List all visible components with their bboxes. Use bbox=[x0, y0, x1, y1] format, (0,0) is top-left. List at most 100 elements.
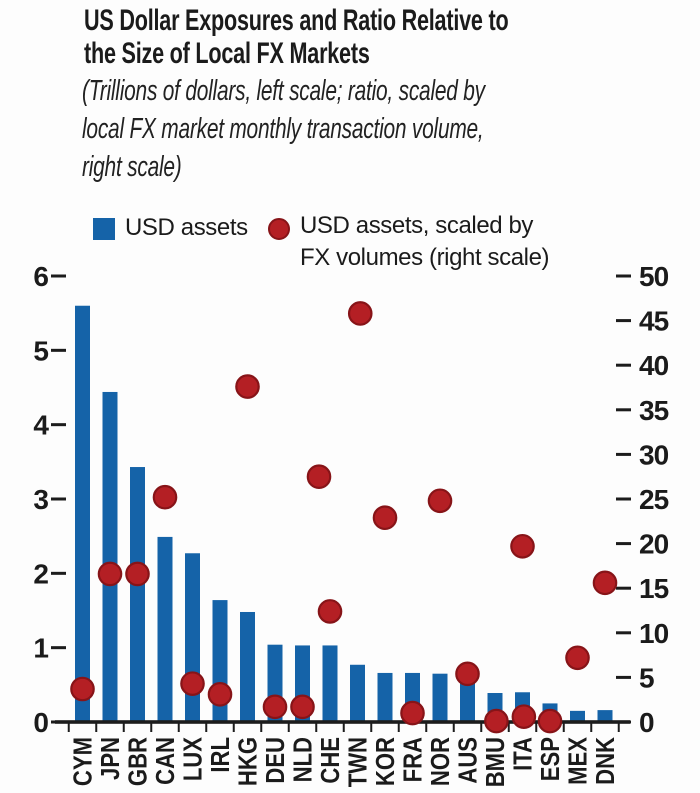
chart-subtitle: (Trillions of dollars, left scale; ratio… bbox=[82, 72, 700, 186]
right-axis-label: 45 bbox=[639, 306, 669, 337]
x-axis-tick bbox=[370, 722, 373, 732]
x-axis-tick bbox=[205, 722, 208, 732]
x-axis-tick bbox=[480, 722, 483, 732]
right-axis-label: 40 bbox=[639, 350, 669, 381]
dot bbox=[235, 374, 260, 399]
left-axis-label: 3 bbox=[33, 484, 48, 515]
dot bbox=[510, 533, 535, 559]
dot bbox=[565, 645, 590, 671]
right-axis-tick bbox=[616, 408, 631, 412]
right-axis-tick bbox=[616, 720, 631, 724]
right-axis-label: 10 bbox=[639, 618, 669, 649]
legend-dot-icon bbox=[268, 218, 290, 240]
left-axis-label: 4 bbox=[33, 410, 49, 441]
category-label-JPN: JPN bbox=[96, 737, 125, 780]
chart-title-line2: the Size of Local FX Markets bbox=[84, 37, 370, 70]
chart-subtitle-line1: (Trillions of dollars, left scale; ratio… bbox=[82, 75, 485, 107]
x-axis-tick bbox=[177, 722, 180, 732]
left-axis-label: 2 bbox=[33, 558, 48, 589]
left-axis-tick bbox=[51, 348, 66, 352]
left-axis-tick bbox=[51, 646, 66, 650]
right-axis-tick bbox=[616, 319, 631, 323]
legend-bar-label: USD assets bbox=[125, 214, 248, 241]
category-label-TWN: TWN bbox=[344, 737, 373, 787]
dot bbox=[511, 704, 537, 729]
category-label-DNK: DNK bbox=[591, 736, 620, 784]
right-axis-tick bbox=[616, 542, 631, 546]
left-axis-tick bbox=[51, 571, 66, 575]
dot bbox=[152, 484, 178, 510]
bar-CHE bbox=[322, 645, 338, 722]
category-label-GBR: GBR bbox=[124, 737, 153, 786]
left-axis-label: 6 bbox=[33, 261, 48, 292]
bar-CAN bbox=[157, 536, 173, 722]
legend-dot-label-line1: USD assets, scaled by bbox=[300, 212, 534, 239]
dot bbox=[537, 708, 563, 734]
legend-dot-label-line2: FX volumes (right scale) bbox=[300, 244, 550, 271]
category-label-ESP: ESP bbox=[536, 737, 565, 781]
left-axis-tick bbox=[51, 274, 66, 278]
x-axis-tick bbox=[617, 722, 620, 732]
x-axis-tick bbox=[287, 722, 290, 732]
chart-subtitle-line3: right scale) bbox=[82, 151, 182, 183]
right-axis-label: 0 bbox=[639, 707, 654, 738]
dot bbox=[347, 301, 373, 326]
chart-title: US Dollar Exposures and Ratio Relative t… bbox=[84, 4, 700, 70]
category-label-HKG: HKG bbox=[234, 737, 263, 786]
right-axis-tick bbox=[616, 274, 631, 278]
category-label-LUX: LUX bbox=[179, 737, 208, 781]
right-axis-label: 25 bbox=[639, 484, 669, 515]
dot bbox=[97, 561, 123, 587]
right-axis-tick bbox=[616, 586, 631, 590]
dot bbox=[207, 682, 233, 707]
x-axis-tick bbox=[562, 722, 565, 732]
x-axis-tick bbox=[452, 722, 455, 732]
category-label-MEX: MEX bbox=[564, 737, 593, 785]
dot bbox=[592, 570, 618, 596]
bar-TWN bbox=[350, 664, 365, 722]
x-axis-tick bbox=[150, 722, 153, 732]
dot bbox=[400, 700, 425, 726]
category-label-BMU: BMU bbox=[481, 737, 510, 787]
right-axis-label: 15 bbox=[639, 573, 669, 604]
x-axis-tick bbox=[590, 722, 593, 732]
left-axis-tick bbox=[51, 423, 66, 427]
category-label-CYM: CYM bbox=[69, 737, 98, 786]
chart-subtitle-line2: local FX market monthly transaction volu… bbox=[82, 113, 484, 145]
bar-CYM bbox=[75, 305, 90, 722]
dot bbox=[317, 599, 343, 624]
bar-JPN bbox=[102, 391, 118, 722]
x-axis-tick bbox=[507, 722, 510, 732]
bar-MEX bbox=[570, 710, 585, 722]
right-axis-label: 5 bbox=[639, 662, 654, 693]
category-label-NOR: NOR bbox=[426, 737, 455, 786]
dot bbox=[70, 676, 95, 702]
x-axis-tick bbox=[232, 722, 235, 732]
bar-GBR bbox=[130, 467, 145, 722]
right-axis-label: 20 bbox=[639, 529, 669, 560]
category-label-DEU: DEU bbox=[261, 737, 290, 784]
bar-NOR bbox=[432, 673, 448, 722]
bar-DNK bbox=[597, 710, 613, 722]
x-axis-tick bbox=[535, 722, 538, 732]
category-label-FRA: FRA bbox=[399, 737, 428, 782]
x-axis-tick bbox=[67, 722, 70, 732]
right-axis-label: 50 bbox=[639, 261, 669, 292]
dot bbox=[262, 694, 288, 720]
left-axis-tick bbox=[51, 497, 66, 501]
category-label-AUS: AUS bbox=[454, 737, 483, 784]
x-axis-tick bbox=[260, 722, 263, 732]
right-axis-label: 30 bbox=[639, 439, 669, 470]
dot bbox=[427, 488, 453, 514]
x-axis-line bbox=[55, 720, 630, 724]
x-axis-tick bbox=[315, 722, 318, 732]
right-axis-label: 35 bbox=[639, 395, 669, 426]
dot bbox=[290, 694, 315, 720]
left-axis-tick bbox=[51, 720, 66, 724]
x-axis-tick bbox=[95, 722, 98, 732]
dot bbox=[455, 661, 480, 687]
right-axis-tick bbox=[616, 631, 631, 635]
x-axis-tick bbox=[122, 722, 125, 732]
category-label-KOR: KOR bbox=[371, 737, 400, 786]
